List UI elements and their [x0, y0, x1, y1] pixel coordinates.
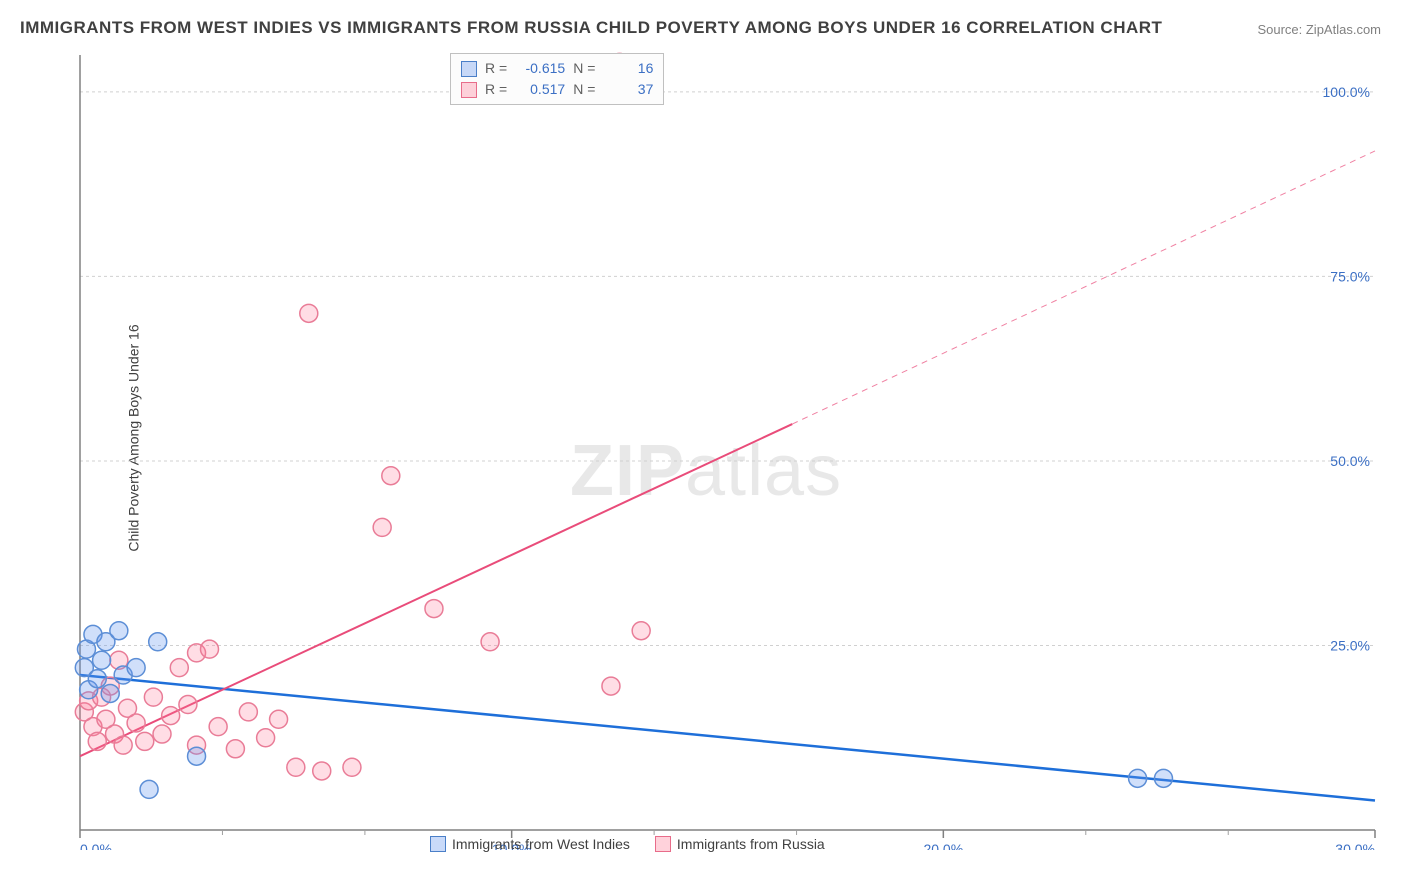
- stats-box: R = -0.615 N = 16 R = 0.517 N = 37: [450, 53, 664, 105]
- svg-text:50.0%: 50.0%: [1330, 453, 1370, 469]
- r-value: 0.517: [515, 79, 565, 100]
- legend-item-series2: Immigrants from Russia: [655, 836, 825, 852]
- svg-text:20.0%: 20.0%: [923, 841, 963, 850]
- r-label: R =: [485, 79, 507, 100]
- legend-label: Immigrants from West Indies: [452, 836, 630, 852]
- svg-text:30.0%: 30.0%: [1335, 841, 1375, 850]
- chart-container: Child Poverty Among Boys Under 16 ZIPatl…: [50, 50, 1390, 850]
- swatch-pink-icon: [655, 836, 671, 852]
- svg-text:75.0%: 75.0%: [1330, 268, 1370, 284]
- swatch-pink-icon: [461, 82, 477, 98]
- n-label: N =: [573, 79, 595, 100]
- n-value: 37: [603, 79, 653, 100]
- source-attribution: Source: ZipAtlas.com: [1257, 22, 1381, 37]
- svg-text:0.0%: 0.0%: [80, 841, 112, 850]
- legend-item-series1: Immigrants from West Indies: [430, 836, 630, 852]
- swatch-blue-icon: [430, 836, 446, 852]
- n-value: 16: [603, 58, 653, 79]
- svg-text:25.0%: 25.0%: [1330, 637, 1370, 653]
- svg-text:100.0%: 100.0%: [1323, 84, 1370, 100]
- n-label: N =: [573, 58, 595, 79]
- stats-row-series1: R = -0.615 N = 16: [461, 58, 653, 79]
- swatch-blue-icon: [461, 61, 477, 77]
- chart-title: IMMIGRANTS FROM WEST INDIES VS IMMIGRANT…: [20, 18, 1162, 38]
- r-label: R =: [485, 58, 507, 79]
- stats-row-series2: R = 0.517 N = 37: [461, 79, 653, 100]
- r-value: -0.615: [515, 58, 565, 79]
- scatter-chart: 25.0%50.0%75.0%100.0%0.0%10.0%20.0%30.0%: [50, 50, 1390, 850]
- legend-label: Immigrants from Russia: [677, 836, 825, 852]
- legend: Immigrants from West Indies Immigrants f…: [430, 836, 825, 852]
